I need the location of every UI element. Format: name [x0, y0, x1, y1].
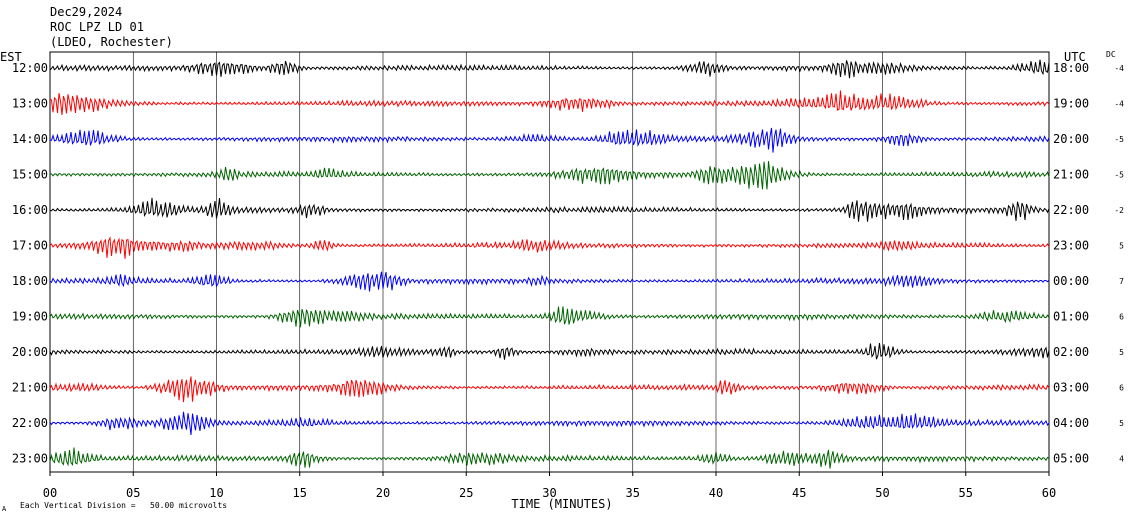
x-tick-label: 10 — [209, 486, 223, 500]
dc-offset-value: 4 — [1119, 455, 1124, 464]
utc-time-label: 03:00 — [1053, 381, 1089, 395]
header-station: ROC LPZ LD 01 — [50, 20, 144, 34]
scale-note: Each Vertical Division = 50.00 microvolt… — [20, 501, 227, 510]
x-axis-label: TIME (MINUTES) — [511, 497, 612, 511]
trace-group — [49, 59, 1050, 469]
left-timezone-label: EST — [0, 50, 22, 64]
x-tick-label: 15 — [293, 486, 307, 500]
corner-mark: A — [2, 505, 7, 513]
utc-time-label: 02:00 — [1053, 345, 1089, 359]
est-time-label: 19:00 — [12, 310, 48, 324]
dc-offset-value: -4 — [1114, 100, 1124, 109]
est-time-label: 18:00 — [12, 274, 48, 288]
utc-time-label: 19:00 — [1053, 97, 1089, 111]
seismic-trace — [49, 197, 1050, 222]
header-date: Dec29,2024 — [50, 5, 122, 19]
utc-time-label: 20:00 — [1053, 132, 1089, 146]
est-time-label: 14:00 — [12, 132, 48, 146]
dc-offset-value: 7 — [1119, 277, 1124, 286]
dc-offset-value: 6 — [1119, 384, 1124, 393]
seismic-trace — [49, 447, 1050, 469]
dc-offset-value: 5 — [1119, 242, 1124, 251]
dc-offset-value: 6 — [1119, 313, 1124, 322]
dc-label: DC — [1106, 50, 1116, 59]
dc-offset-value: -4 — [1114, 64, 1124, 73]
est-labels: 12:00 13:00 14:00 15:00 16:00 17:00 18:00 19:00… — [12, 61, 48, 466]
est-time-label: 23:00 — [12, 452, 48, 466]
dc-offset-value: -5 — [1114, 135, 1124, 144]
utc-labels: 18:00 19:00 20:00 21:00 22:00 23:00 00:00 01:00… — [1053, 61, 1089, 466]
right-timezone-label: UTC — [1064, 50, 1086, 64]
x-tick-label: 45 — [792, 486, 806, 500]
x-tick-label: 55 — [959, 486, 973, 500]
seismic-trace — [49, 342, 1050, 360]
x-tick-label: 00 — [43, 486, 57, 500]
utc-time-label: 23:00 — [1053, 239, 1089, 253]
est-time-label: 22:00 — [12, 416, 48, 430]
dc-offset-value: -5 — [1114, 171, 1124, 180]
utc-time-label: 01:00 — [1053, 310, 1089, 324]
dc-values: -4 -4 -5 -5 -2 5 7 6 5 6 5 4 — [1114, 64, 1124, 464]
x-tick-label: 60 — [1042, 486, 1056, 500]
est-time-label: 13:00 — [12, 97, 48, 111]
x-axis-ticks: 00 05 10 15 20 25 30 35 40 45 50 55 60 — [43, 472, 1056, 500]
dc-offset-value: 5 — [1119, 348, 1124, 357]
utc-time-label: 18:00 — [1053, 61, 1089, 75]
seismic-trace — [49, 411, 1050, 436]
seismic-trace — [49, 59, 1050, 79]
utc-time-label: 04:00 — [1053, 416, 1089, 430]
utc-time-label: 21:00 — [1053, 168, 1089, 182]
x-tick-label: 25 — [459, 486, 473, 500]
x-tick-label: 05 — [126, 486, 140, 500]
est-time-label: 15:00 — [12, 168, 48, 182]
seismic-trace — [49, 161, 1050, 190]
x-tick-label: 20 — [376, 486, 390, 500]
x-tick-label: 35 — [626, 486, 640, 500]
est-time-label: 12:00 — [12, 61, 48, 75]
vertical-gridlines — [132, 52, 967, 472]
seismic-trace — [49, 127, 1050, 153]
x-tick-label: 40 — [709, 486, 723, 500]
utc-time-label: 00:00 — [1053, 274, 1089, 288]
seismic-trace — [49, 271, 1050, 292]
seismic-trace — [49, 306, 1050, 328]
dc-offset-value: 5 — [1119, 419, 1124, 428]
utc-time-label: 22:00 — [1053, 203, 1089, 217]
seismic-trace — [49, 236, 1050, 259]
est-time-label: 16:00 — [12, 203, 48, 217]
est-time-label: 17:00 — [12, 239, 48, 253]
est-time-label: 20:00 — [12, 345, 48, 359]
x-tick-label: 50 — [875, 486, 889, 500]
utc-time-label: 05:00 — [1053, 452, 1089, 466]
header-network: (LDEO, Rochester) — [50, 35, 173, 49]
dc-offset-value: -2 — [1114, 206, 1124, 215]
est-time-label: 21:00 — [12, 381, 48, 395]
seismic-trace — [49, 376, 1050, 403]
seismic-trace — [49, 90, 1050, 115]
x-tick-label: 30 — [542, 486, 556, 500]
